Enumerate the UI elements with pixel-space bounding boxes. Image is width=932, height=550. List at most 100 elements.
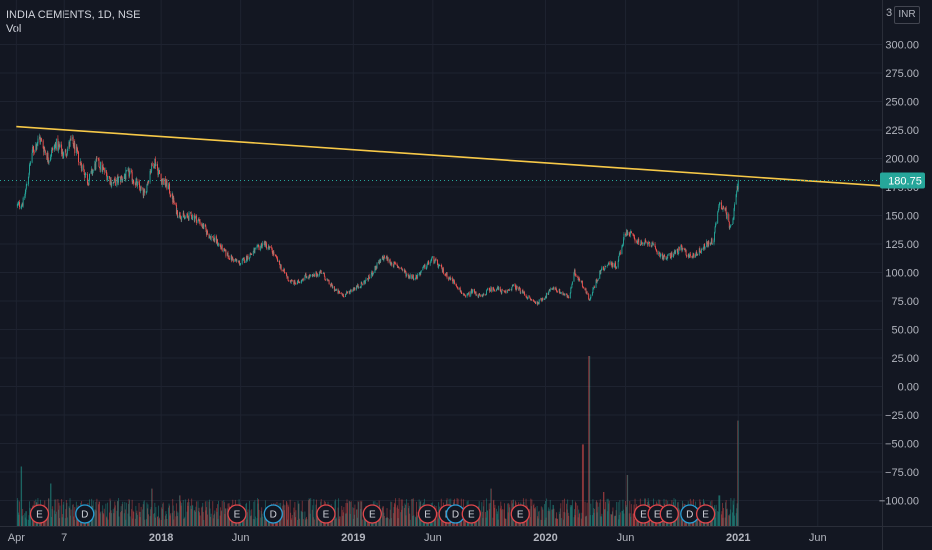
volume-bar — [558, 511, 560, 526]
candle-body — [382, 257, 384, 259]
volume-bar — [621, 510, 623, 526]
candle-body — [95, 157, 97, 161]
candle-body — [105, 170, 107, 174]
candle-body — [634, 239, 636, 242]
volume-bar — [177, 512, 179, 526]
earnings-marker[interactable]: E — [227, 504, 247, 524]
volume-bar — [261, 513, 263, 526]
candle-body — [456, 285, 457, 287]
candle-body — [182, 212, 184, 217]
earnings-marker[interactable]: E — [461, 504, 481, 524]
volume-bar — [574, 509, 575, 526]
candle-body — [32, 146, 34, 153]
earnings-marker[interactable]: E — [695, 504, 716, 524]
volume-bar — [306, 519, 308, 526]
candle-body — [691, 256, 693, 257]
volume-bar — [109, 512, 110, 526]
candle-body — [471, 291, 473, 294]
volume-bar — [504, 518, 506, 526]
candle-body — [194, 216, 196, 219]
candle-body — [70, 138, 72, 140]
candle-body — [291, 280, 293, 282]
volume-bar — [69, 507, 70, 526]
volume-bar — [218, 500, 219, 526]
candle-body — [535, 301, 536, 304]
volume-bar — [161, 509, 163, 526]
candle-body — [134, 184, 136, 186]
candle-body — [649, 242, 651, 247]
volume-bar — [157, 516, 159, 526]
candle-body — [453, 280, 455, 284]
volume-bar — [133, 511, 135, 526]
volume-bar — [499, 508, 501, 526]
volume-bar — [129, 500, 130, 526]
candle-body — [32, 146, 34, 149]
candle-body — [481, 295, 483, 297]
volume-bar — [306, 516, 307, 526]
volume-bar — [216, 511, 218, 526]
earnings-marker[interactable]: E — [29, 504, 50, 524]
candle-body — [515, 288, 517, 291]
candle-body — [116, 176, 118, 178]
earnings-marker[interactable]: E — [362, 504, 382, 524]
candle-body — [667, 254, 669, 259]
candle-body — [59, 145, 60, 148]
candle-body — [294, 280, 296, 284]
candle-body — [383, 255, 385, 258]
candle-body — [408, 275, 410, 279]
volume-bar — [540, 519, 542, 526]
candle-body — [718, 206, 720, 211]
candle-body — [338, 290, 340, 292]
candle-body — [216, 239, 218, 243]
volume-bar — [287, 519, 288, 526]
candle-body — [290, 281, 292, 283]
candle-body — [31, 152, 33, 163]
candle-body — [212, 236, 214, 238]
volume-bar — [287, 504, 289, 526]
candle-body — [511, 284, 513, 288]
dividend-marker[interactable]: D — [445, 504, 466, 524]
volume-bar — [144, 519, 146, 526]
volume-bar — [622, 499, 624, 526]
currency-button[interactable]: INR — [894, 6, 920, 24]
volume-bar — [487, 510, 489, 526]
candle-body — [335, 289, 337, 291]
candle-body — [357, 284, 359, 288]
candle-body — [135, 180, 137, 186]
candle-body — [626, 229, 628, 236]
candle-body — [628, 231, 630, 236]
candle-body — [397, 267, 399, 269]
candle-body — [463, 293, 465, 295]
candle-body — [537, 302, 539, 305]
candle-body — [217, 239, 218, 246]
candle-body — [239, 264, 241, 266]
dividend-marker[interactable]: D — [75, 504, 95, 524]
earnings-marker[interactable]: E — [659, 504, 679, 524]
candle-body — [608, 262, 610, 265]
volume-bar — [129, 516, 131, 526]
candle-body — [121, 177, 123, 181]
candle-body — [328, 279, 330, 281]
volume-bar — [551, 509, 553, 526]
candle-body — [570, 287, 572, 289]
candle-body — [714, 227, 716, 233]
volume-bar — [714, 517, 716, 526]
candle-body — [24, 196, 26, 198]
candle-body — [685, 249, 687, 251]
volume-bar — [570, 507, 572, 526]
volume-bar — [597, 506, 599, 526]
candle-body — [736, 186, 738, 192]
volume-bar — [155, 507, 157, 526]
volume-bar — [607, 498, 609, 526]
dividend-marker[interactable]: D — [263, 504, 283, 524]
earnings-marker[interactable]: E — [417, 504, 438, 524]
volume-bar — [401, 509, 403, 526]
candle-body — [633, 234, 635, 237]
volume-bar — [477, 515, 479, 526]
candle-body — [497, 286, 499, 289]
y-tick-label: 25.00 — [891, 353, 919, 365]
candle-body — [630, 231, 632, 233]
earnings-marker[interactable]: E — [316, 504, 336, 524]
earnings-marker[interactable]: E — [510, 504, 530, 524]
